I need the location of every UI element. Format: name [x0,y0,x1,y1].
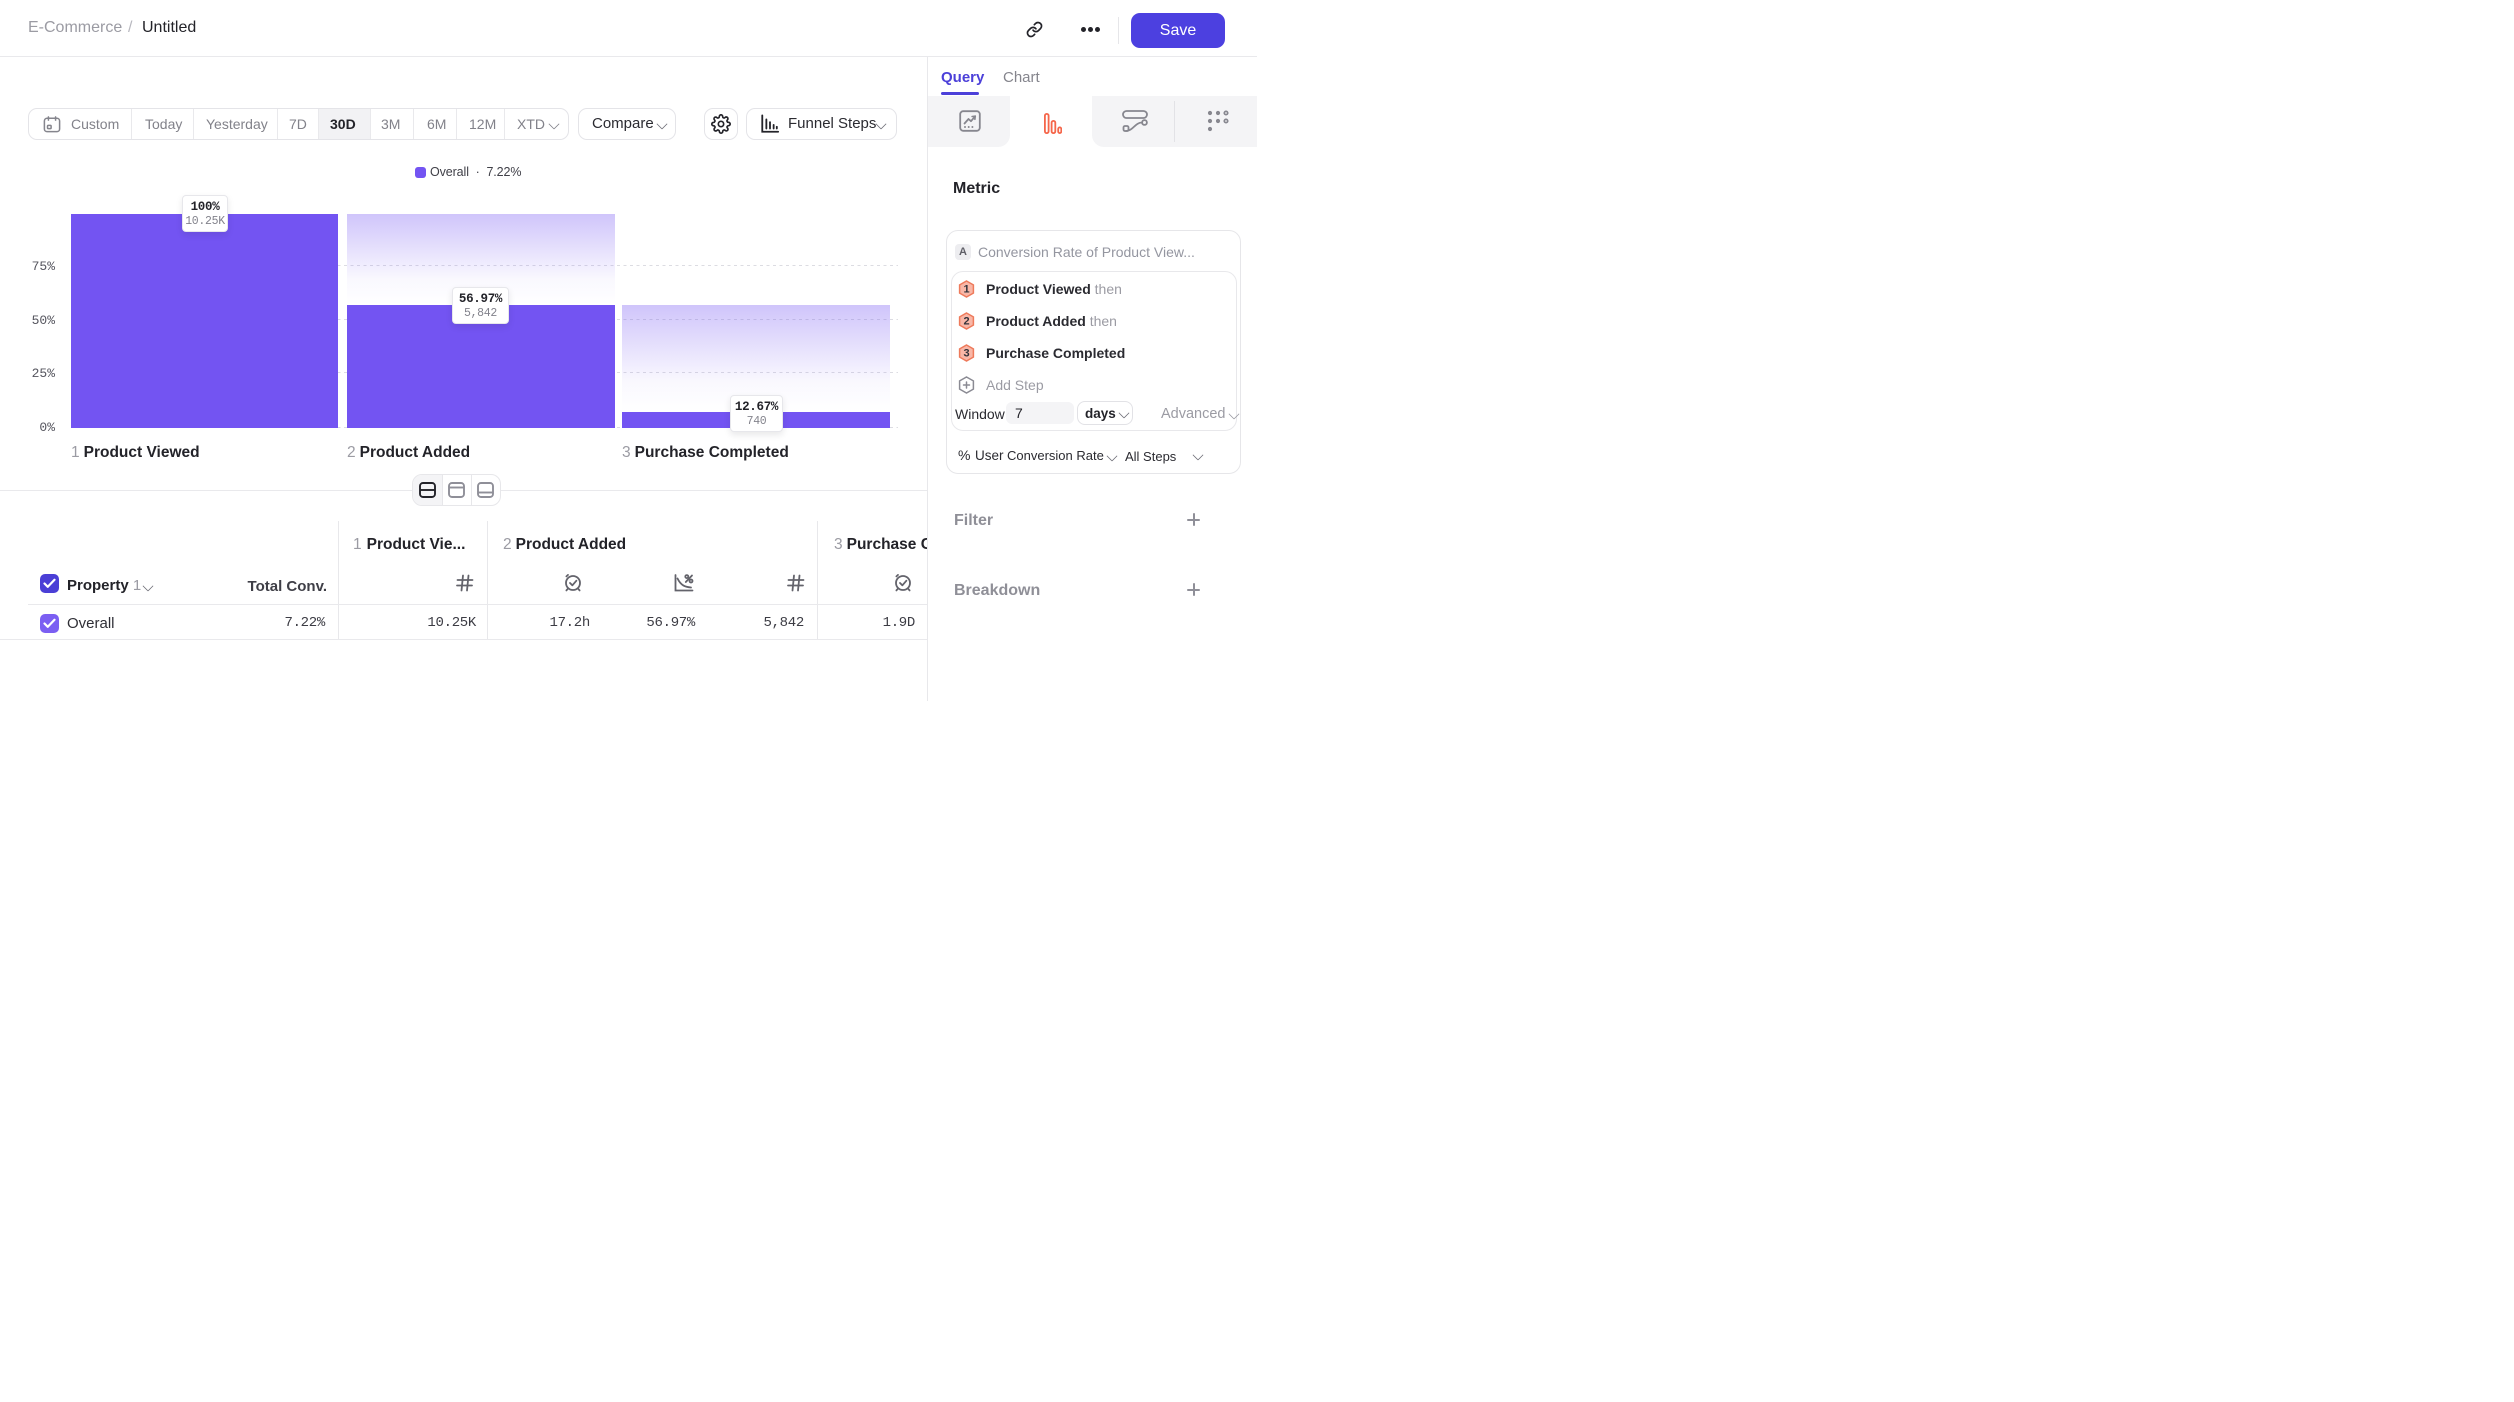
svg-text:2: 2 [963,316,969,328]
svg-text:1: 1 [963,284,969,296]
svg-text:3: 3 [963,348,969,360]
